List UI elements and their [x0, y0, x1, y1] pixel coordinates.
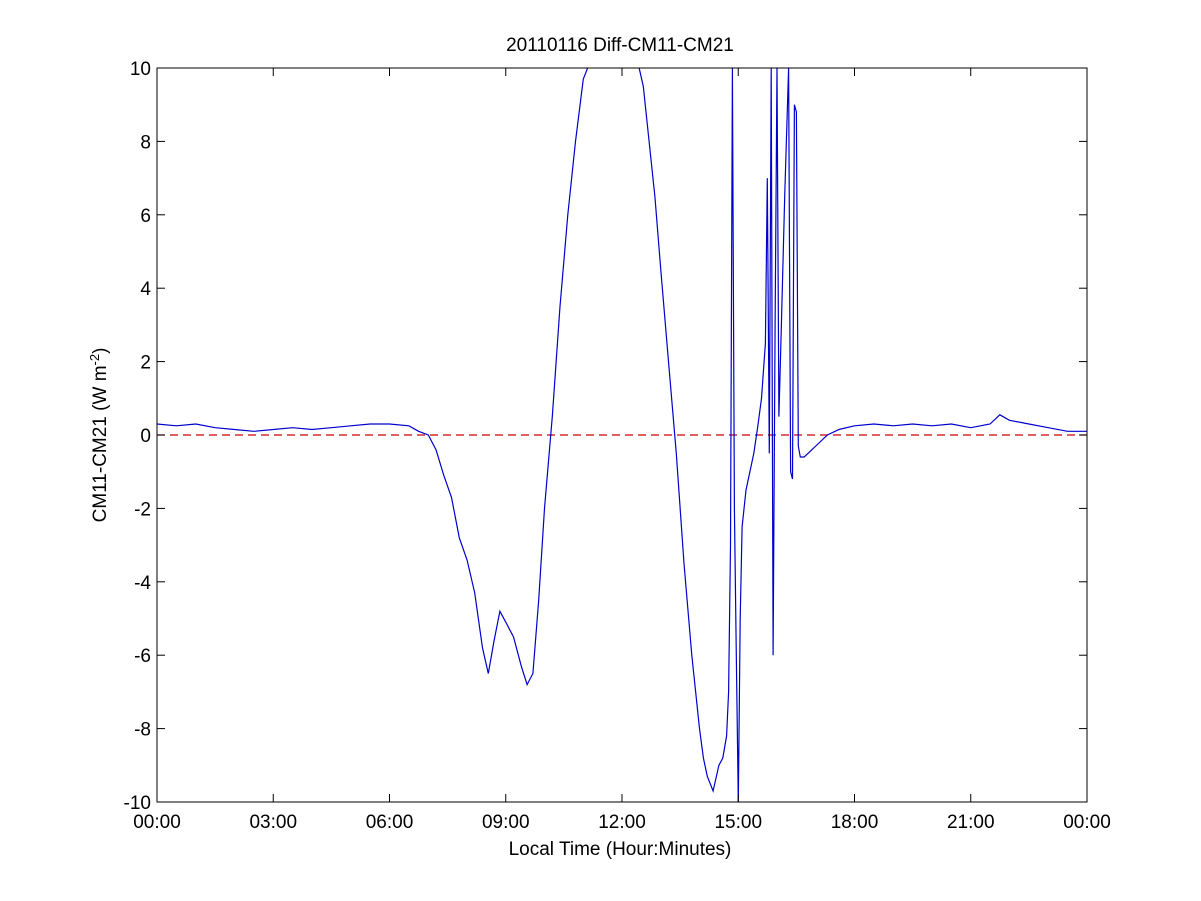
y-tick-label: -2 [134, 499, 151, 520]
x-tick-label: 12:00 [598, 812, 646, 833]
chart-title: 20110116 Diff-CM11-CM21 [506, 35, 734, 56]
y-tick-label: -10 [124, 793, 151, 814]
y-tick-label: -8 [134, 720, 151, 741]
y-axis-title-superscript: -2 [87, 354, 102, 366]
y-tick-label: 4 [140, 279, 151, 300]
y-axis: -10 -8 -6 -4 -2 0 2 4 6 8 10 [124, 59, 1087, 814]
y-tick-label: 8 [140, 132, 151, 153]
y-tick-label: 6 [140, 206, 151, 227]
y-tick-label: 2 [140, 353, 151, 374]
x-tick-label: 15:00 [714, 812, 762, 833]
x-tick-label: 06:00 [366, 812, 414, 833]
y-tick-label: 0 [140, 426, 151, 447]
y-axis-title-suffix: ) [90, 348, 111, 354]
y-axis-title-main: CM11-CM21 (W m [90, 365, 111, 522]
x-tick-label: 21:00 [947, 812, 995, 833]
x-axis: 00:00 03:00 06:00 09:00 12:00 15:00 18:00 21:00… [133, 68, 1111, 833]
y-axis-title: CM11-CM21 (W m-2) [87, 348, 111, 523]
y-tick-label: -6 [134, 646, 151, 667]
y-tick-label: 10 [130, 59, 151, 80]
x-tick-label: 00:00 [133, 812, 181, 833]
y-tick-label: -4 [134, 573, 151, 594]
x-tick-label: 09:00 [482, 812, 530, 833]
x-tick-label: 03:00 [249, 812, 297, 833]
x-axis-title: Local Time (Hour:Minutes) [509, 839, 732, 860]
x-tick-label: 00:00 [1063, 812, 1111, 833]
x-tick-label: 18:00 [831, 812, 879, 833]
series-line [157, 68, 1087, 802]
